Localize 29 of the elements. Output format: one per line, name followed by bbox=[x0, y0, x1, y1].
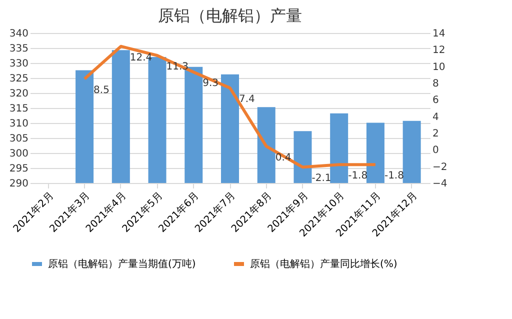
y2-tick-label: 2 bbox=[432, 128, 439, 140]
y-tick-label: 330 bbox=[9, 58, 28, 70]
legend-label: 原铝（电解铝）产量当期值(万吨) bbox=[48, 258, 196, 270]
y-tick-label: 310 bbox=[9, 118, 28, 130]
y-tick-label: 305 bbox=[9, 134, 28, 144]
data-label: 12.4 bbox=[130, 52, 152, 64]
y2-tick-label: 14 bbox=[432, 28, 446, 40]
data-label: 8.5 bbox=[94, 84, 110, 96]
y-tick-label: 340 bbox=[9, 28, 28, 40]
chart-title: 原铝（电解铝）产量 bbox=[158, 6, 302, 25]
legend-label: 原铝（电解铝）产量同比增长(%) bbox=[250, 258, 398, 270]
y2-tick-label: 12 bbox=[432, 45, 446, 56]
y2-tick-label: −2 bbox=[432, 162, 448, 173]
y-tick-label: 295 bbox=[9, 164, 28, 174]
line-series bbox=[83, 44, 377, 169]
data-label: 7.4 bbox=[239, 94, 255, 105]
y-tick-label: 325 bbox=[9, 74, 28, 84]
y2-tick-label: 8 bbox=[432, 78, 439, 90]
y2-tick-label: 10 bbox=[432, 62, 446, 73]
y2-tick-label: 6 bbox=[432, 95, 439, 106]
data-label: 9.3 bbox=[202, 78, 219, 90]
y2-tick-label: 4 bbox=[432, 112, 439, 123]
y2-tick-label: −4 bbox=[432, 178, 448, 190]
y-tick-label: 320 bbox=[9, 88, 28, 100]
y-tick-label: 290 bbox=[9, 178, 28, 190]
y2-tick-label: 0 bbox=[432, 145, 439, 156]
y-tick-label: 300 bbox=[9, 148, 28, 160]
y-tick-label: 315 bbox=[9, 104, 28, 114]
y-tick-label: 335 bbox=[9, 44, 28, 54]
